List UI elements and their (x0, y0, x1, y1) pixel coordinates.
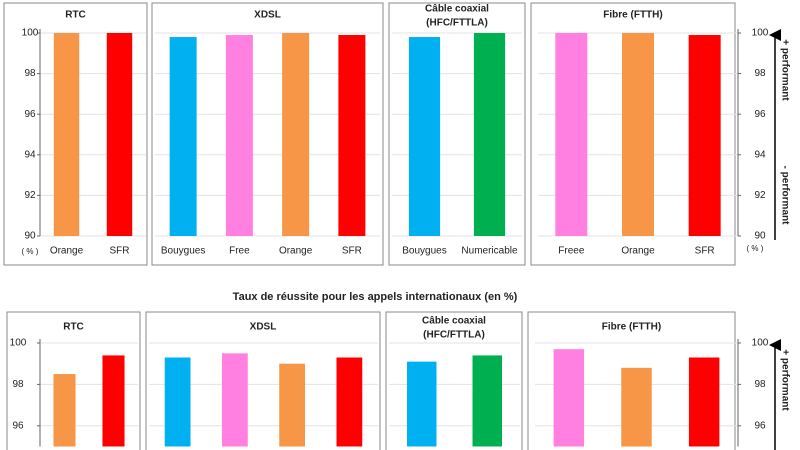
panel-title: RTC (65, 10, 86, 21)
panel-title: XDSL (254, 10, 281, 21)
unit-label: ( % ) (747, 244, 764, 253)
y-tick-label: 94 (754, 149, 766, 160)
x-tick-label: Freee (558, 246, 585, 257)
y-tick-label: 96 (24, 109, 36, 120)
bar (164, 357, 191, 447)
y-tick-label: 98 (754, 379, 766, 390)
y-tick-label: 96 (754, 420, 766, 431)
annotation: + performant (779, 39, 790, 101)
x-tick-label: SFR (110, 246, 130, 257)
x-tick-label: Free (229, 246, 250, 257)
y-tick-label: 94 (24, 149, 36, 160)
y-tick-label: 96 (12, 420, 24, 431)
bar (282, 33, 310, 236)
bar (53, 33, 80, 236)
panel-title: RTC (63, 322, 84, 333)
bar (473, 33, 506, 236)
x-tick-label: Orange (50, 246, 84, 257)
x-tick-label: Bouygues (161, 246, 205, 257)
bar (688, 35, 721, 236)
y-tick-label: 100 (752, 338, 769, 349)
bar (169, 37, 197, 237)
annotation: - performant (779, 166, 790, 226)
y-tick-label: 100 (22, 28, 39, 39)
panel-frame (530, 2, 736, 266)
bar (106, 33, 133, 236)
y-tick-label: 92 (754, 190, 766, 201)
bar (408, 37, 441, 237)
bar (338, 35, 366, 236)
panel-title: Câble coaxial (425, 4, 489, 15)
panel-frame (527, 311, 736, 450)
x-tick-label: Orange (279, 246, 313, 257)
panel-frame (6, 311, 141, 450)
bar (622, 33, 654, 236)
bar (688, 357, 720, 447)
panel-title: Câble coaxial (422, 316, 486, 327)
bar (53, 374, 76, 447)
bar (472, 355, 502, 447)
panel-title: XDSL (250, 322, 277, 333)
panel-frame (145, 311, 381, 450)
bar (225, 35, 253, 236)
x-tick-label: SFR (342, 246, 362, 257)
x-tick-label: Bouygues (402, 246, 446, 257)
panel-frame (3, 2, 148, 266)
y-tick-label: 100 (752, 28, 769, 39)
panel-title: Fibre (FTTH) (603, 10, 662, 21)
y-tick-label: 98 (12, 379, 24, 390)
x-tick-label: Orange (621, 246, 655, 257)
unit-label: ( % ) (22, 247, 39, 256)
bar (279, 363, 306, 447)
panel-frame (388, 2, 526, 266)
x-tick-label: Numericable (461, 246, 518, 257)
y-tick-label: 98 (754, 68, 766, 79)
bar (555, 33, 588, 236)
panel-frame (151, 2, 384, 266)
bar (553, 349, 585, 447)
y-tick-label: 96 (754, 109, 766, 120)
annotation: + performant (779, 349, 790, 411)
x-tick-label: SFR (695, 246, 715, 257)
panel-title: (HFC/FTTLA) (423, 330, 485, 341)
panel-title: Fibre (FTTH) (602, 322, 661, 333)
y-tick-label: 92 (24, 190, 36, 201)
y-tick-label: 90 (754, 231, 766, 242)
section-title: Taux de réussite pour les appels interna… (233, 291, 518, 303)
y-tick-label: 98 (24, 68, 36, 79)
bar (336, 357, 363, 447)
bar (102, 355, 125, 447)
y-tick-label: 100 (10, 338, 27, 349)
bar (621, 367, 652, 447)
bar (221, 353, 248, 447)
panel-frame (385, 311, 523, 450)
panel-title: (HFC/FTTLA) (426, 18, 488, 29)
y-tick-label: 90 (24, 231, 36, 242)
bar (407, 361, 437, 447)
